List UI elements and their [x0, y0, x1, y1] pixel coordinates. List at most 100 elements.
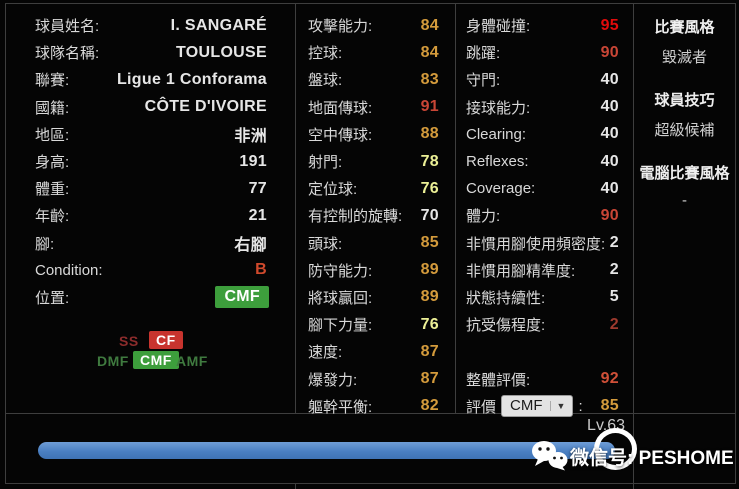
stat-label: 爆發力:	[308, 371, 358, 389]
stat-label: 球員姓名:	[35, 18, 100, 36]
right-border	[735, 3, 736, 483]
stat-row: 跳躍: 90	[456, 39, 632, 66]
stat-label: 攻擊能力:	[308, 18, 373, 36]
stat-label: 位置:	[35, 289, 70, 307]
rating-label: 評價	[466, 398, 497, 416]
stat-row: 空中傳球: 88	[296, 121, 454, 148]
rating-position-dropdown[interactable]: CMF ▼	[501, 395, 574, 418]
stat-label: 球隊名稱:	[35, 45, 100, 63]
stat-value: 5	[609, 288, 619, 306]
stat-row: 攻擊能力: 84	[296, 12, 454, 39]
player-info-panel: 球員姓名: I. SANGARÉ 球隊名稱: TOULOUSE 聯賽: Ligue 1 C…	[6, 4, 295, 311]
stat-row: 頭球: 85	[296, 230, 454, 257]
player-skill-section: 球員技巧 超級候補	[634, 89, 735, 140]
stat-label: 國籍:	[35, 99, 70, 117]
stat-value: 76	[420, 179, 439, 197]
stat-row: 腳下力量: 76	[296, 311, 454, 338]
other-stats-panel: 身體碰撞: 95 跳躍: 90 守門: 40 接球能力: 40 Clearing: 40 Refle…	[456, 4, 632, 420]
stat-label: 盤球:	[308, 72, 343, 90]
stat-label: 腳:	[35, 235, 55, 253]
stat-label: 地面傳球:	[308, 99, 373, 117]
com-play-style-value: -	[682, 192, 687, 209]
info-row: 聯賽: Ligue 1 Conforama	[6, 66, 295, 93]
stat-value: 40	[600, 152, 619, 170]
level-progress-bar	[38, 442, 633, 459]
stat-label: 腳下力量:	[308, 317, 373, 335]
stat-value: 95	[600, 16, 619, 34]
stat-label: 控球:	[308, 45, 343, 63]
position-cf-badge: CF	[149, 331, 183, 349]
info-row: Condition: B	[6, 257, 295, 284]
stat-value: 78	[420, 152, 439, 170]
info-row: 球隊名稱: TOULOUSE	[6, 39, 295, 66]
stat-value: TOULOUSE	[175, 43, 267, 61]
stat-value: 91	[420, 98, 439, 116]
stat-value: 87	[420, 370, 439, 388]
stat-row: Reflexes: 40	[456, 148, 632, 175]
divider-attack-other	[455, 3, 456, 413]
chevron-down-icon: ▼	[549, 400, 565, 411]
stat-label: 身體碰撞:	[466, 18, 531, 36]
position-dmf: DMF	[97, 353, 129, 369]
divider-other-style	[633, 3, 634, 489]
stat-value: 92	[600, 370, 619, 388]
stat-value: 2	[609, 261, 619, 279]
stat-label: 定位球:	[308, 181, 358, 199]
stat-value: I. SANGARÉ	[170, 16, 267, 34]
left-border	[5, 3, 6, 483]
info-row: 位置: CMF	[6, 284, 295, 311]
watermark-ring	[594, 428, 637, 470]
stat-label: 體重:	[35, 181, 70, 199]
divider-left-attack	[295, 3, 296, 413]
stat-row: 盤球: 83	[296, 66, 454, 93]
stat-label: 整體評價:	[466, 371, 531, 389]
rating-row: 評價 CMF ▼ : 85	[456, 393, 632, 420]
stat-label: 將球贏回:	[308, 289, 373, 307]
info-row: 腳: 右腳	[6, 230, 295, 257]
info-row: 球員姓名: I. SANGARÉ	[6, 12, 295, 39]
info-row: 地區: 非洲	[6, 121, 295, 148]
stat-value: Ligue 1 Conforama	[116, 70, 267, 88]
stat-row: 抗受傷程度: 2	[456, 311, 632, 338]
stat-label: Condition:	[35, 261, 103, 279]
position-badge: CMF	[215, 286, 269, 309]
rating-dropdown-value: CMF	[510, 397, 543, 415]
stat-row: 身體碰撞: 95	[456, 12, 632, 39]
stat-label: 抗受傷程度:	[466, 317, 546, 335]
stat-value: 非洲	[234, 128, 267, 146]
stat-value: 82	[420, 397, 439, 415]
stat-label: 非慣用腳使用頻密度:	[466, 235, 606, 253]
content-bottom-divider	[5, 413, 736, 414]
stat-label: Clearing:	[466, 125, 527, 143]
stat-value: 右腳	[234, 237, 267, 255]
wechat-icon	[532, 441, 568, 471]
stat-row: 非慣用腳精準度: 2	[456, 257, 632, 284]
rating-value: 85	[600, 397, 619, 415]
stat-row: 控球: 84	[296, 39, 454, 66]
stat-label: Coverage:	[466, 180, 536, 198]
stat-label: 防守能力:	[308, 262, 373, 280]
bottom-border	[5, 483, 736, 484]
stat-label: 頭球:	[308, 235, 343, 253]
position-ss: SS	[119, 333, 139, 349]
position-cmf-badge: CMF	[133, 351, 179, 369]
stat-row: 將球贏回: 89	[296, 284, 454, 311]
stat-value: 84	[420, 16, 439, 34]
stat-row: Coverage: 40	[456, 175, 632, 202]
level-progress-fill	[38, 442, 616, 459]
play-style-panel: 比賽風格 毀滅者 球員技巧 超級候補 電腦比賽風格 -	[634, 4, 735, 231]
stat-value: B	[255, 261, 267, 279]
stat-row: 防守能力: 89	[296, 257, 454, 284]
stat-value: 70	[420, 206, 439, 224]
stat-row: 非慣用腳使用頻密度: 2	[456, 230, 632, 257]
stat-label: 空中傳球:	[308, 126, 373, 144]
stat-label: 身高:	[35, 154, 70, 172]
stat-label: 速度:	[308, 344, 343, 362]
stat-label: 聯賽:	[35, 72, 70, 90]
stat-value: 83	[420, 70, 439, 88]
stat-label: 體力:	[466, 208, 501, 226]
stat-row: 軀幹平衡: 82	[296, 393, 454, 420]
stat-row: 整體評價: 92	[456, 365, 632, 392]
stat-row: 守門: 40	[456, 66, 632, 93]
